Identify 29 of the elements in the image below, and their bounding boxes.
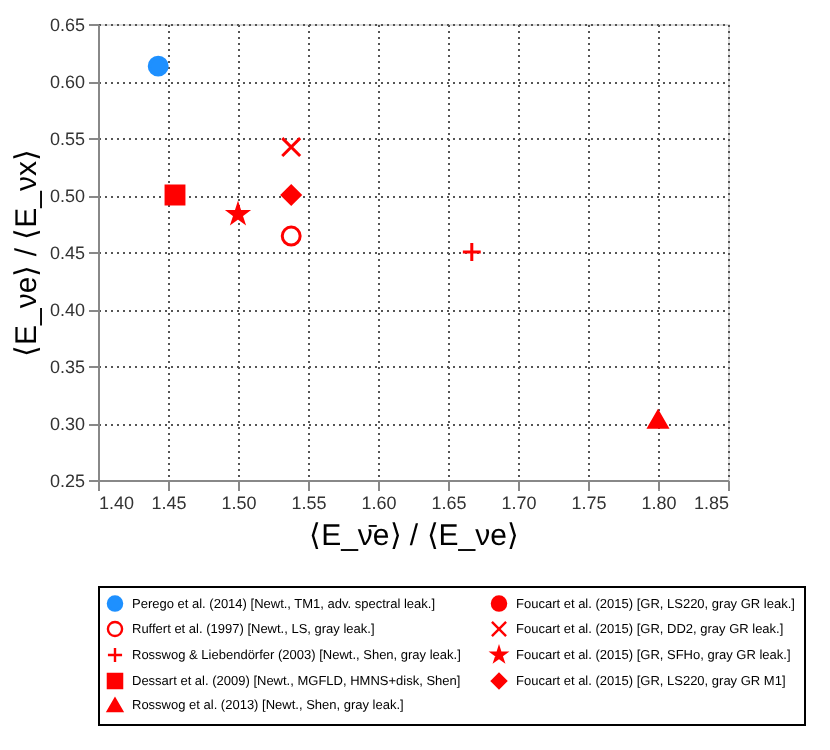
- point: [280, 225, 302, 247]
- x-tick-label: 1.50: [221, 493, 257, 513]
- y-tick-label: 0.55: [49, 129, 85, 149]
- point: [147, 55, 169, 77]
- y-tick-label: 0.30: [49, 414, 85, 434]
- y-tick-label: 0.25: [49, 471, 85, 491]
- x-tick-label: 1.75: [571, 493, 607, 513]
- point: [461, 241, 483, 263]
- x-tick-label: 1.70: [501, 493, 537, 513]
- x-tick-label: 1.40: [99, 493, 135, 513]
- y-tick-label: 0.50: [49, 186, 85, 206]
- x-tick-label: 1.55: [291, 493, 327, 513]
- y-tick-label: 0.45: [49, 243, 85, 263]
- point: [164, 184, 186, 206]
- point: [280, 136, 302, 158]
- y-tick-label: 0.65: [49, 15, 85, 35]
- y-tick-label: 0.60: [49, 72, 85, 92]
- x-tick-label: 1.60: [361, 493, 397, 513]
- y-tick-label: 0.35: [49, 357, 85, 377]
- x-tick-label: 1.80: [641, 493, 677, 513]
- x-axis-title: ⟨E_ν̄e⟩ / ⟨E_νe⟩: [309, 519, 519, 553]
- point: [227, 203, 249, 224]
- x-tick-label: 1.45: [151, 493, 187, 513]
- x-tick-label: 1.65: [431, 493, 467, 513]
- point: [647, 410, 669, 429]
- point: [280, 184, 302, 206]
- y-tick-label: 0.40: [49, 300, 85, 320]
- y-axis-title: ⟨E_νe⟩ / ⟨E_νx⟩: [9, 148, 44, 358]
- x-tick-label: 1.85: [693, 493, 729, 513]
